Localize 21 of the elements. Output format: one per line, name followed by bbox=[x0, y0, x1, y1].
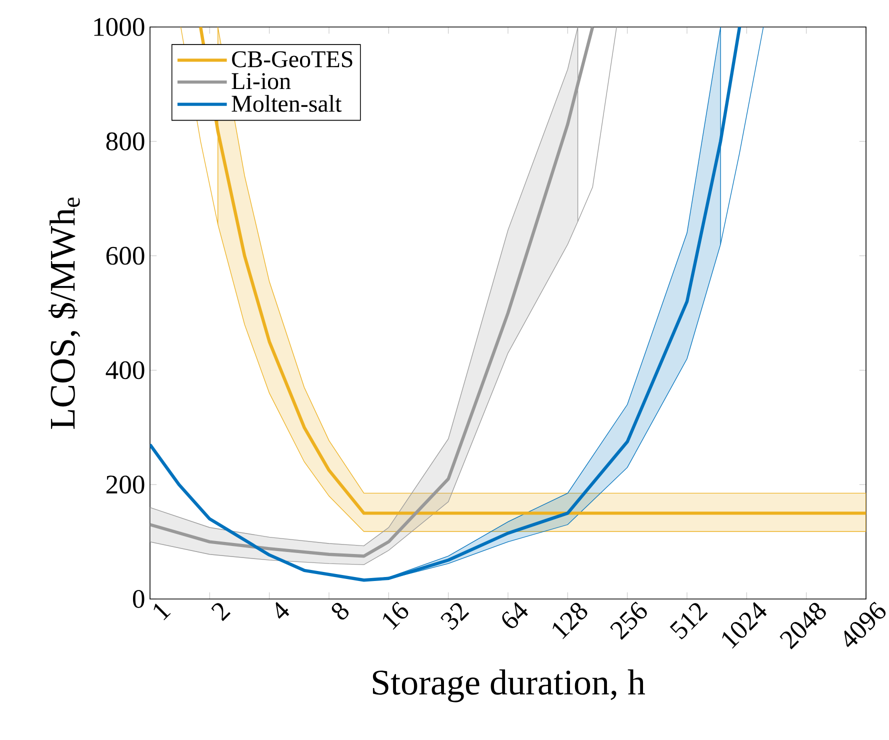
y-axis-title: LCOS, $/MWh$_{e}$ bbox=[48, 198, 80, 429]
legend-label: Li-ion bbox=[232, 73, 291, 90]
x-axis-title: Storage duration, h bbox=[372, 669, 646, 702]
y-tick-label: 800 bbox=[106, 132, 144, 150]
x-tick-label: 256 bbox=[610, 602, 647, 640]
y-tick-label: 0 bbox=[132, 590, 144, 608]
x-tick-label: 64 bbox=[502, 602, 528, 628]
legend-label: CB-GeoTES bbox=[232, 51, 352, 68]
x-tick-label: 512 bbox=[670, 603, 708, 640]
x-tick-label: 32 bbox=[440, 603, 470, 630]
y-tick-label: 400 bbox=[106, 361, 144, 380]
y-tick-label: 200 bbox=[106, 476, 144, 494]
x-tick-label: 4 bbox=[276, 602, 290, 619]
legend-label: Molten-salt bbox=[232, 94, 342, 112]
x-tick-label: 8 bbox=[332, 602, 349, 620]
y-tick-label: 1000 bbox=[94, 18, 144, 36]
x-tick-label: 1 bbox=[154, 604, 171, 620]
x-tick-label: 16 bbox=[383, 602, 408, 630]
x-tick-label: 128 bbox=[552, 602, 588, 640]
y-tick-label: 600 bbox=[106, 246, 144, 265]
x-tick-label: 2 bbox=[211, 603, 231, 622]
